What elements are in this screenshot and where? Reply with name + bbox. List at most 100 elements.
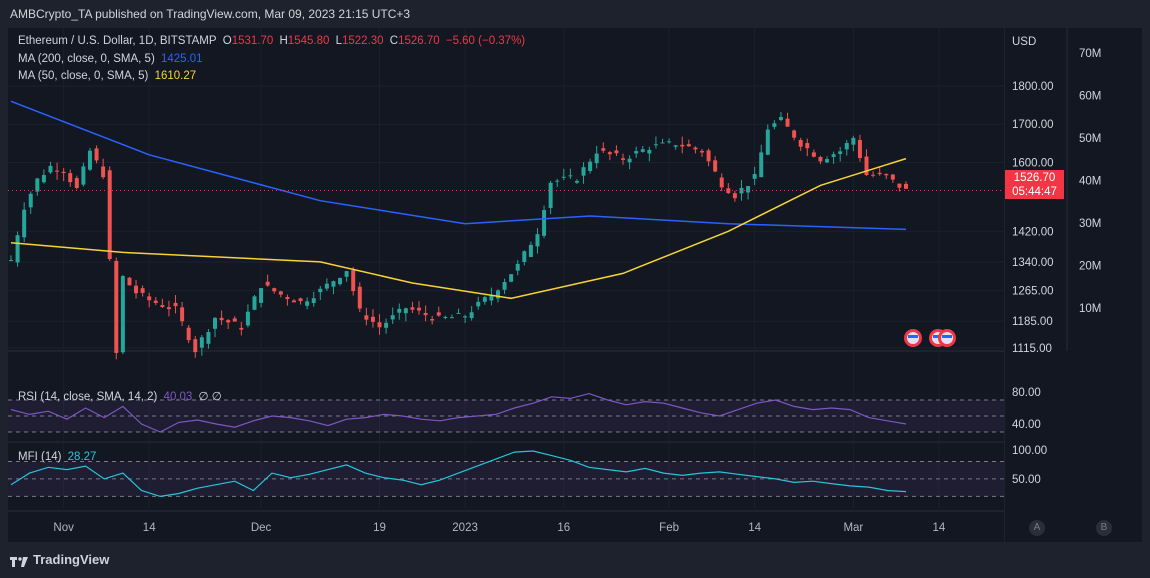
mfi-legend[interactable]: MFI (14) 28.27 (18, 451, 99, 463)
candle-body (311, 298, 316, 303)
ma200-value: 1425.01 (160, 53, 203, 65)
candle-body (443, 317, 448, 319)
candle-body (778, 116, 783, 120)
ma50-legend[interactable]: MA (50, close, 0, SMA, 5) 1610.27 (18, 70, 199, 82)
candle-body (252, 296, 257, 310)
candle-body (568, 175, 573, 177)
candle-body (410, 307, 415, 310)
candle-body (469, 312, 474, 319)
scale-button-a[interactable]: A (1029, 520, 1045, 536)
candle-body (667, 141, 672, 143)
candle-body (877, 172, 882, 175)
symbol-title: Ethereum / U.S. Dollar, 1D, BITSTAMP (18, 35, 217, 47)
candle-body (291, 300, 296, 303)
candle-body (107, 170, 112, 260)
candle-body (324, 283, 329, 289)
candle-body (41, 175, 46, 183)
price-chart[interactable]: Nov 14 Dec 19 2023 16 Feb 14 Mar 14 (8, 28, 1004, 542)
chart-frame (8, 28, 1142, 542)
time-tick-label: Nov (53, 522, 74, 534)
rsi-line (10, 392, 907, 433)
ma50-label: MA (50, close, 0, SMA, 5) (18, 70, 149, 82)
close-value: 1526.70 (398, 35, 440, 47)
tradingview-brand: TradingView (33, 552, 110, 567)
change-value: −5.60 (−0.37%) (445, 35, 526, 47)
candle-body (120, 276, 125, 353)
candle-body (430, 319, 435, 321)
event-flag-icon (942, 335, 952, 338)
candle-body (706, 150, 711, 162)
tradingview-logo-icon (10, 555, 28, 567)
publish-info: AMBCrypto_TA published on TradingView.co… (10, 7, 411, 21)
time-tick-label: 14 (143, 522, 156, 534)
mfi-tick-label: 100.00 (1012, 445, 1047, 457)
candle-body (259, 288, 264, 303)
tradingview-logo[interactable]: TradingView (10, 552, 109, 567)
candle-body (772, 123, 777, 127)
candle-body (647, 149, 652, 154)
candle-body (851, 137, 856, 145)
candle-body (621, 158, 626, 160)
candle-body (456, 312, 461, 314)
ma200-legend[interactable]: MA (200, close, 0, SMA, 5) 1425.01 (18, 53, 206, 65)
candle-body (101, 166, 106, 178)
candle-body (719, 177, 724, 188)
rsi-label: RSI (14, close, SMA, 14, 2) (18, 391, 158, 403)
volume-tick-label: 20M (1079, 261, 1101, 273)
candle-body (364, 315, 369, 320)
time-tick-label: Feb (659, 522, 679, 534)
candle-body (535, 234, 540, 247)
candle-body (746, 186, 751, 193)
rsi-legend[interactable]: RSI (14, close, SMA, 14, 2) 40.03 ∅ ∅ (18, 389, 225, 403)
candle-body (502, 282, 507, 290)
price-tick-label: 1800.00 (1012, 81, 1054, 93)
low-value: 1522.30 (341, 35, 384, 47)
candle-body (699, 150, 704, 153)
candle-body (338, 278, 343, 285)
scale-button-b[interactable]: B (1096, 520, 1112, 536)
candle-body (180, 307, 185, 322)
price-tick-label: 1600.00 (1012, 157, 1054, 169)
candle-body (55, 170, 60, 172)
candle-body (686, 144, 691, 147)
candle-body (522, 251, 527, 262)
candle-body (634, 151, 639, 154)
open-label: O (222, 35, 232, 47)
candle-body (344, 271, 349, 277)
candle-body (390, 315, 395, 320)
candle-body (785, 118, 790, 127)
candle-body (278, 291, 283, 295)
rsi-value: 40.03 (163, 391, 193, 403)
candle-body (298, 298, 303, 302)
candle-body (245, 311, 250, 326)
candle-body (272, 288, 277, 292)
candle-body (9, 260, 13, 262)
candle-body (357, 286, 362, 309)
top-bar: AMBCrypto_TA published on TradingView.co… (0, 0, 1150, 28)
candle-body (660, 142, 665, 144)
candle-body (199, 337, 204, 348)
candle-body (35, 178, 40, 192)
candle-body (515, 263, 520, 271)
candle-body (588, 161, 593, 172)
event-flag-icon (908, 335, 918, 338)
candle-body (495, 290, 500, 299)
price-tick-label: 1700.00 (1012, 119, 1054, 131)
candle-body (318, 288, 323, 293)
candle-body (581, 167, 586, 176)
currency-label: USD (1012, 36, 1036, 48)
last-price-tag: 1526.70 05:44:47 (1005, 170, 1064, 199)
candle-body (765, 129, 770, 155)
candle-body (463, 316, 468, 318)
candle-body (219, 317, 224, 321)
candle-body (653, 144, 658, 146)
price-axis[interactable]: USD 1800.00 1700.00 1600.00 1420.00 1340.00 12… (1004, 28, 1142, 542)
candle-body (713, 160, 718, 172)
candle-body (127, 277, 132, 286)
candle-body (384, 322, 389, 328)
candle-body (614, 150, 619, 154)
candle-body (436, 312, 441, 316)
candle-body (114, 260, 119, 353)
time-tick-label: 19 (373, 522, 386, 534)
candle-body (403, 308, 408, 314)
